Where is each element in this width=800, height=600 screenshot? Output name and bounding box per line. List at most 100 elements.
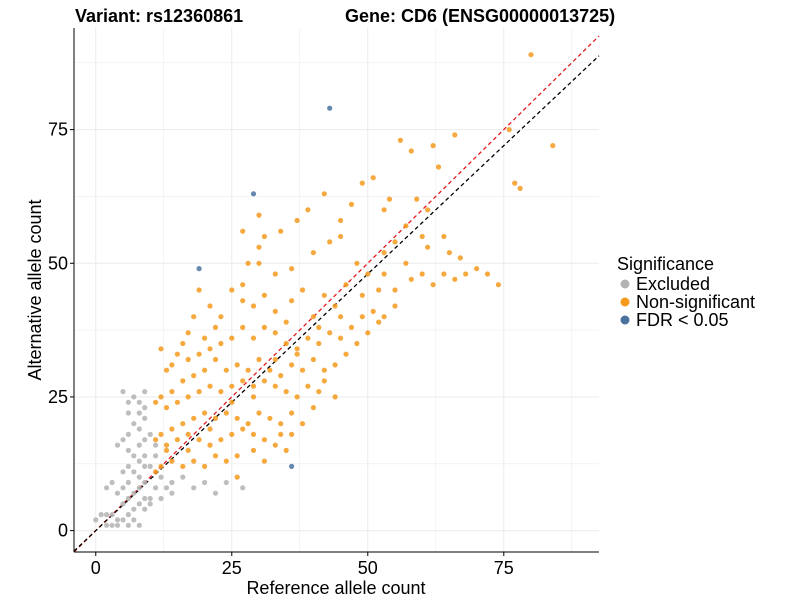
x-tick-label: 75: [494, 558, 514, 578]
legend-swatch: [620, 297, 630, 307]
y-tick-label: 75: [48, 120, 68, 140]
point-non-significant: [338, 335, 344, 341]
point-non-significant: [272, 308, 278, 314]
point-non-significant: [207, 303, 213, 309]
point-non-significant: [305, 207, 311, 213]
point-non-significant: [365, 330, 371, 336]
point-non-significant: [180, 378, 186, 384]
point-non-significant: [229, 287, 235, 293]
point-excluded: [120, 437, 126, 443]
point-excluded: [120, 485, 126, 491]
point-non-significant: [153, 399, 159, 405]
point-non-significant: [517, 185, 523, 191]
point-non-significant: [278, 373, 284, 379]
point-non-significant: [321, 378, 327, 384]
point-non-significant: [278, 228, 284, 234]
point-non-significant: [381, 271, 387, 277]
point-excluded: [120, 469, 126, 475]
point-non-significant: [528, 52, 534, 58]
point-non-significant: [272, 356, 278, 363]
point-non-significant: [289, 362, 295, 368]
point-non-significant: [278, 421, 284, 427]
point-excluded: [114, 522, 121, 528]
point-excluded: [142, 453, 148, 459]
point-excluded: [142, 415, 148, 421]
point-non-significant: [191, 314, 197, 320]
point-non-significant: [441, 233, 447, 240]
legend-title: Significance: [617, 254, 714, 274]
point-non-significant: [441, 271, 447, 277]
point-excluded: [158, 474, 164, 480]
point-excluded: [212, 490, 219, 496]
point-non-significant: [261, 292, 267, 298]
y-tick-label: 50: [48, 253, 68, 273]
point-excluded: [163, 485, 170, 491]
point-non-significant: [495, 282, 501, 288]
point-non-significant: [218, 314, 224, 320]
point-excluded: [125, 410, 131, 416]
point-non-significant: [218, 389, 224, 395]
point-non-significant: [376, 319, 382, 325]
legend-label: FDR < 0.05: [636, 310, 729, 330]
point-non-significant: [452, 276, 458, 282]
point-non-significant: [425, 244, 431, 250]
point-non-significant: [332, 362, 338, 368]
point-non-significant: [191, 373, 197, 379]
point-non-significant: [392, 287, 398, 293]
point-excluded: [125, 399, 131, 405]
point-non-significant: [212, 356, 219, 363]
point-fdr-0-05: [289, 463, 295, 469]
point-non-significant: [419, 233, 425, 240]
point-non-significant: [185, 394, 191, 400]
point-non-significant: [484, 271, 491, 277]
point-non-significant: [245, 260, 251, 266]
point-excluded: [125, 447, 131, 453]
point-non-significant: [153, 469, 159, 475]
point-non-significant: [229, 383, 235, 389]
point-non-significant: [207, 346, 213, 352]
point-excluded: [131, 517, 137, 523]
point-non-significant: [158, 394, 164, 400]
point-non-significant: [207, 383, 213, 389]
grid: [74, 28, 599, 552]
point-non-significant: [452, 132, 458, 138]
point-non-significant: [294, 394, 300, 400]
point-non-significant: [240, 378, 246, 384]
point-non-significant: [191, 458, 197, 464]
y-axis-label: Alternative allele count: [25, 199, 45, 380]
point-excluded: [142, 389, 148, 395]
point-non-significant: [212, 324, 219, 330]
point-non-significant: [261, 378, 267, 384]
point-non-significant: [354, 260, 360, 266]
point-non-significant: [283, 340, 289, 347]
point-non-significant: [474, 266, 480, 272]
point-non-significant: [202, 335, 208, 341]
chart-title-gene: Gene: CD6 (ENSG00000013725): [345, 6, 615, 26]
point-excluded: [114, 442, 121, 448]
point-non-significant: [250, 431, 257, 437]
point-excluded: [240, 485, 246, 491]
point-non-significant: [299, 287, 306, 293]
point-non-significant: [365, 271, 371, 277]
point-non-significant: [305, 335, 311, 341]
ticks: 0 25 50 75 0 25 50 75: [48, 120, 514, 578]
point-non-significant: [207, 442, 213, 448]
point-non-significant: [359, 314, 365, 320]
point-excluded: [136, 474, 142, 480]
reference-line-expected: [73, 55, 600, 552]
point-excluded: [142, 506, 148, 512]
point-excluded: [131, 469, 137, 475]
x-axis-label: Reference allele count: [246, 578, 425, 598]
point-excluded: [125, 463, 131, 469]
point-non-significant: [283, 447, 289, 453]
point-non-significant: [289, 431, 295, 437]
point-excluded: [142, 479, 148, 486]
point-excluded: [136, 501, 142, 507]
point-non-significant: [212, 453, 219, 459]
x-tick-label: 0: [91, 558, 101, 578]
point-non-significant: [294, 351, 300, 357]
point-non-significant: [321, 367, 327, 373]
point-excluded: [120, 389, 126, 395]
point-non-significant: [261, 458, 267, 464]
point-non-significant: [376, 287, 382, 293]
